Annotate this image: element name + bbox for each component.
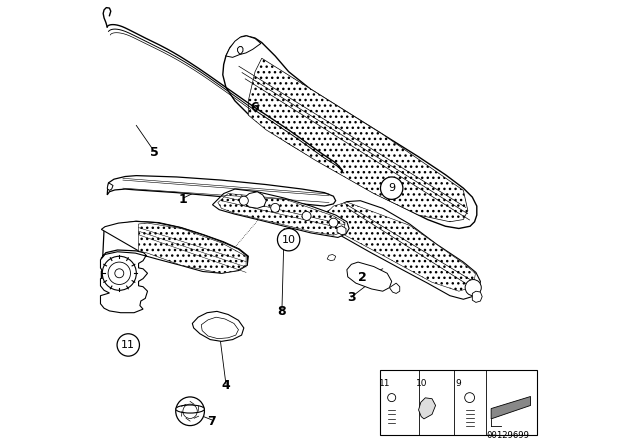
Text: 9: 9	[388, 183, 396, 193]
Text: 2: 2	[358, 271, 367, 284]
Text: 11: 11	[380, 379, 390, 388]
Polygon shape	[248, 58, 468, 222]
Polygon shape	[419, 398, 436, 419]
Polygon shape	[347, 262, 392, 291]
Circle shape	[102, 256, 136, 290]
Circle shape	[465, 280, 481, 296]
Circle shape	[239, 196, 248, 205]
Polygon shape	[218, 194, 345, 235]
Bar	[380, 370, 538, 435]
Text: 4: 4	[221, 379, 230, 392]
Ellipse shape	[176, 405, 204, 413]
Text: 1: 1	[179, 193, 188, 206]
Text: 7: 7	[207, 414, 216, 428]
Circle shape	[302, 211, 311, 220]
Text: 11: 11	[121, 340, 135, 350]
Polygon shape	[244, 192, 266, 208]
Polygon shape	[192, 311, 244, 341]
Circle shape	[271, 203, 280, 212]
Polygon shape	[226, 36, 261, 57]
Text: 10: 10	[417, 379, 428, 388]
Polygon shape	[237, 47, 243, 54]
Polygon shape	[324, 201, 481, 299]
Text: 9: 9	[455, 379, 461, 388]
Circle shape	[329, 218, 338, 227]
Text: 8: 8	[278, 305, 286, 318]
Text: 10: 10	[282, 235, 296, 245]
Polygon shape	[139, 223, 246, 273]
Circle shape	[115, 269, 124, 278]
Polygon shape	[202, 317, 239, 339]
Polygon shape	[327, 254, 336, 261]
Polygon shape	[389, 283, 400, 293]
Circle shape	[278, 228, 300, 251]
Circle shape	[380, 177, 403, 199]
Circle shape	[108, 262, 131, 284]
Polygon shape	[100, 221, 248, 313]
Circle shape	[176, 397, 204, 426]
Circle shape	[388, 394, 396, 402]
Text: 6: 6	[251, 101, 259, 114]
Polygon shape	[108, 176, 336, 206]
Text: 3: 3	[347, 291, 356, 305]
Polygon shape	[212, 189, 349, 237]
Polygon shape	[472, 291, 482, 302]
Circle shape	[117, 334, 140, 356]
Text: 5: 5	[150, 146, 159, 159]
Polygon shape	[326, 202, 476, 291]
Polygon shape	[337, 226, 346, 235]
Polygon shape	[108, 183, 113, 190]
Polygon shape	[223, 36, 477, 228]
Polygon shape	[101, 221, 248, 285]
Polygon shape	[491, 396, 531, 419]
Circle shape	[465, 392, 475, 403]
Text: 00129699: 00129699	[486, 431, 530, 440]
